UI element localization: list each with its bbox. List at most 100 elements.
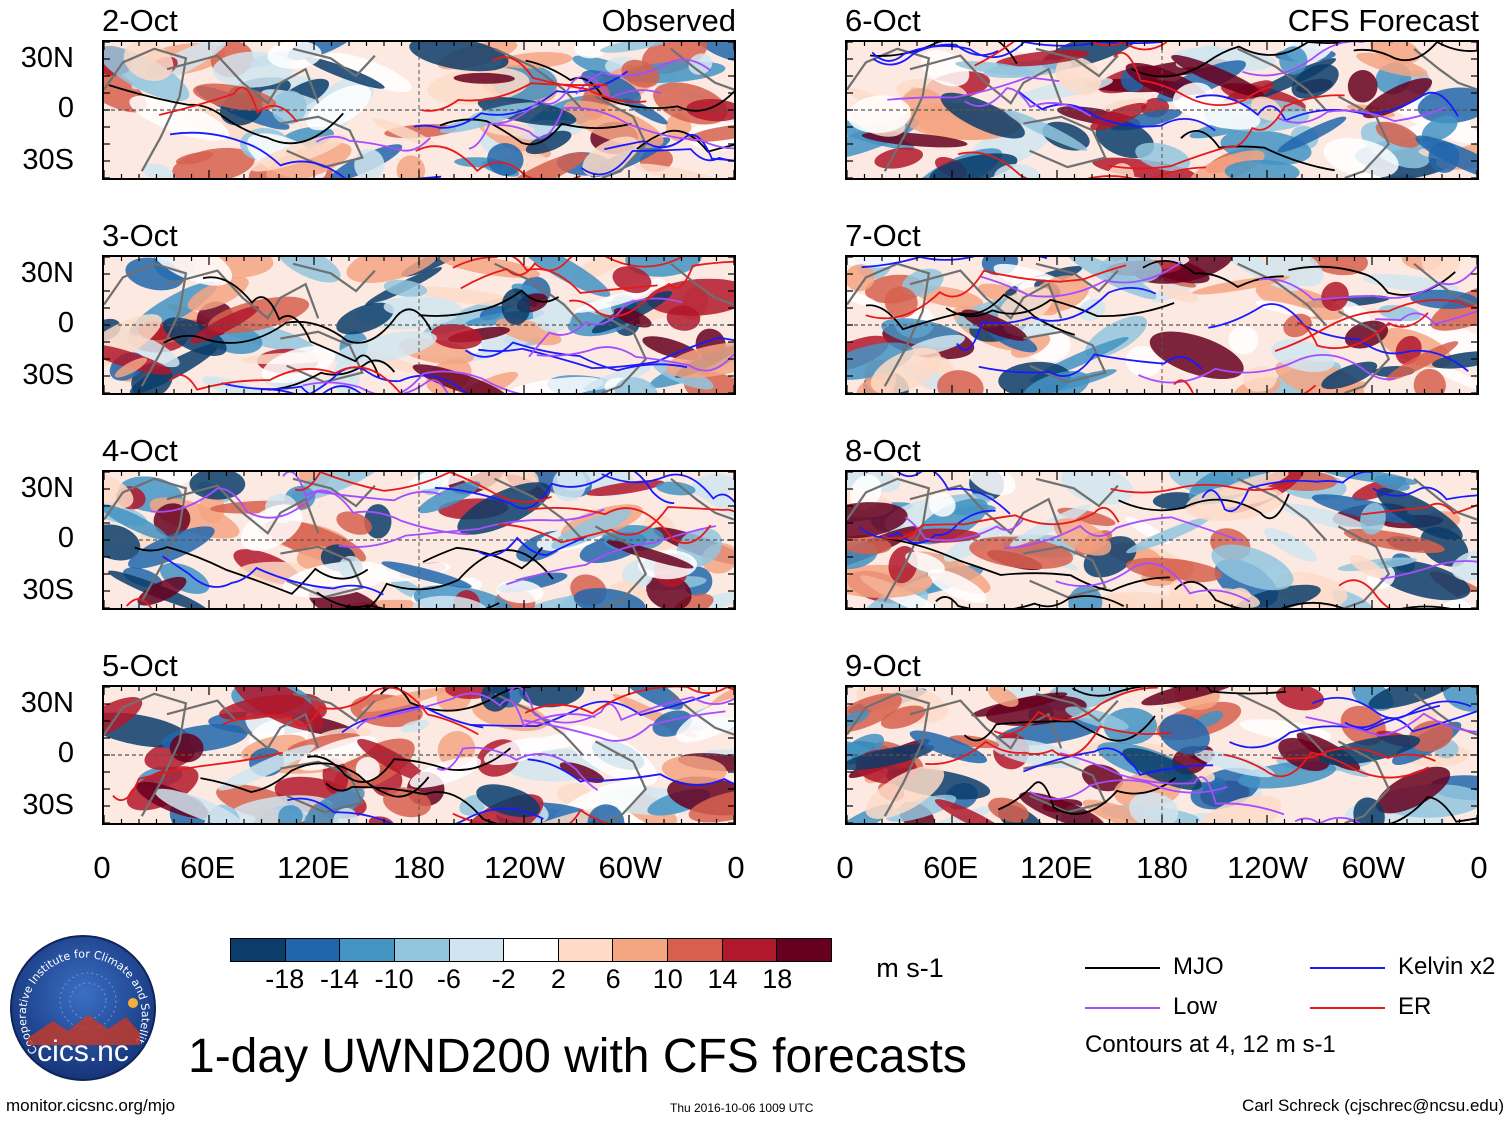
coastline	[847, 47, 931, 172]
contour-er	[1271, 747, 1436, 762]
x-tick-label: 60W	[598, 850, 663, 885]
anomaly-blob	[409, 756, 482, 788]
colorbar-label: -6	[436, 964, 461, 994]
coastline	[847, 477, 931, 602]
anomaly-blob	[614, 377, 659, 393]
anomaly-blob	[104, 61, 147, 113]
legend-line-low	[1085, 1007, 1160, 1009]
anomaly-blob	[175, 151, 214, 165]
anomaly-blob	[368, 816, 394, 823]
anomaly-blob	[1291, 64, 1339, 99]
contour-er	[865, 264, 1127, 320]
contour-mjo	[439, 118, 632, 146]
contour-low	[523, 710, 726, 742]
anomaly-blob	[1424, 586, 1477, 608]
anomaly-blob	[1009, 504, 1092, 547]
anomaly-blob	[1442, 687, 1477, 712]
contour-kelvin-x2	[341, 705, 484, 734]
panel-date-label: 6-Oct	[845, 3, 921, 38]
anomaly-blob	[582, 136, 640, 177]
contour-mjo	[888, 537, 1170, 592]
legend-label: MJO	[1173, 953, 1224, 980]
y-tick-label: 30N	[20, 42, 74, 74]
colorbar-swatch	[449, 939, 505, 961]
anomaly-blob	[520, 732, 592, 752]
anomaly-blob	[1413, 368, 1446, 393]
cicsnc-logo: Cooperative Institute for Climate and Sa…	[5, 923, 158, 1083]
coastline	[847, 262, 931, 387]
anomaly-blob	[1103, 707, 1157, 745]
coastline	[909, 54, 1063, 105]
anomaly-blob	[661, 755, 727, 784]
anomaly-blob	[1129, 792, 1179, 823]
contour-kelvin-x2	[1023, 747, 1214, 776]
coastline	[1035, 692, 1119, 723]
anomaly-blob	[104, 697, 143, 742]
coastline	[847, 692, 931, 817]
anomaly-blob	[969, 536, 1074, 570]
anomaly-blob	[1374, 559, 1471, 601]
colorbar-swatch	[668, 939, 723, 961]
colorbar-label: 2	[550, 964, 566, 994]
anomaly-blob	[929, 153, 1018, 178]
colorbar-label: 18	[762, 964, 793, 994]
colorbar-swatch	[722, 939, 778, 961]
coastline	[909, 269, 1063, 320]
x-tick-label: 120W	[1227, 850, 1309, 885]
contour-mjo	[163, 308, 432, 344]
anomaly-blob	[271, 90, 307, 125]
anomaly-blob	[1211, 544, 1294, 591]
coastline	[292, 692, 376, 723]
anomaly-blob	[453, 72, 515, 84]
footer-website[interactable]: monitor.cicsnc.org/mjo	[6, 1096, 176, 1115]
contour-er	[168, 366, 401, 393]
contour-low	[575, 58, 712, 95]
anomaly-blob	[1362, 77, 1433, 119]
contour-kelvin-x2	[464, 341, 688, 372]
colorbar-label: -18	[265, 964, 305, 994]
panel-date-label: 7-Oct	[845, 218, 921, 253]
contour-mjo	[1131, 42, 1349, 78]
contour-mjo	[1118, 493, 1290, 520]
contour-low	[904, 516, 1024, 542]
anomaly-blob	[865, 765, 945, 819]
contour-er	[569, 260, 734, 318]
anomaly-blob	[1055, 56, 1102, 96]
footer-timestamp: Thu 2016-10-06 1009 UTC	[670, 1101, 814, 1115]
figure-title: 1-day UWND200 with CFS forecasts	[188, 1030, 967, 1083]
anomaly-blob	[517, 257, 611, 297]
anomaly-blob	[114, 357, 147, 378]
anomaly-blob	[129, 95, 230, 141]
contour-er	[294, 472, 552, 503]
panel-date-label: 4-Oct	[102, 433, 178, 468]
legend-line-er	[1310, 1007, 1385, 1009]
y-tick-label: 0	[57, 307, 74, 339]
anomaly-blob	[383, 279, 428, 297]
anomaly-blob	[1432, 351, 1477, 369]
contour-kelvin-x2	[580, 148, 734, 176]
contour-low	[536, 346, 734, 372]
anomaly-blob	[104, 472, 134, 509]
coastline	[670, 692, 734, 736]
y-tick-label: 30S	[22, 144, 74, 176]
x-tick-label: 60E	[923, 850, 979, 885]
coastline	[1023, 115, 1107, 169]
panel-column-label: CFS Forecast	[1287, 3, 1479, 38]
contour-mjo	[268, 359, 396, 391]
y-tick-label: 30N	[20, 687, 74, 719]
anomaly-blob	[676, 696, 734, 743]
contour-low	[1258, 264, 1477, 301]
contour-kelvin-x2	[162, 555, 384, 596]
anomaly-blob	[847, 95, 912, 134]
colorbar-swatch	[231, 939, 286, 961]
x-tick-label: 60E	[180, 850, 236, 885]
coastline	[1337, 740, 1391, 823]
contour-mjo	[419, 289, 560, 317]
anomaly-blob	[202, 376, 272, 393]
anomaly-blob	[901, 268, 944, 297]
contour-er	[452, 809, 609, 823]
colorbar-swatch	[613, 939, 669, 961]
anomaly-blob	[937, 370, 984, 393]
anomaly-blob	[1194, 749, 1275, 778]
contour-kelvin-x2	[169, 131, 442, 178]
